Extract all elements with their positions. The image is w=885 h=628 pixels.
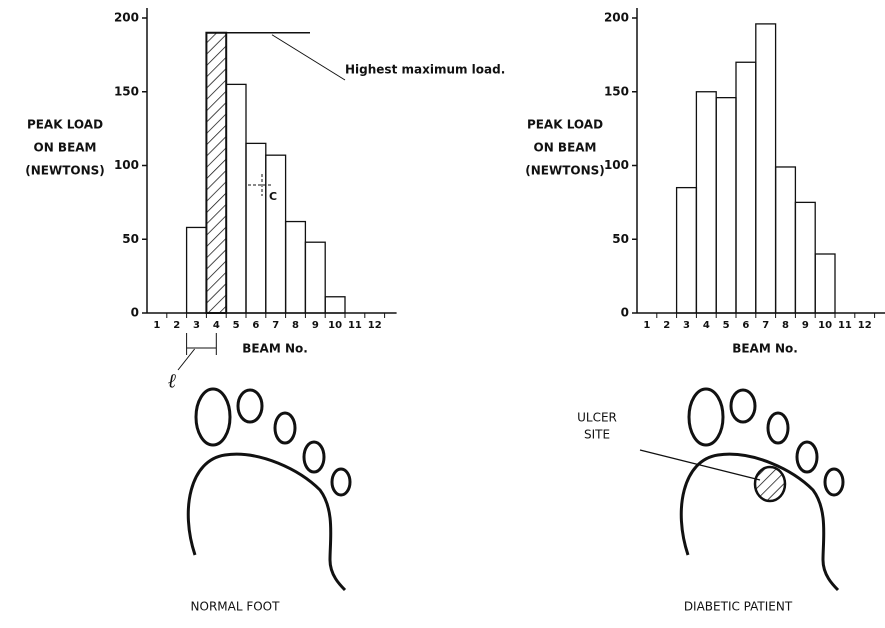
x-tick-label: 7: [762, 320, 769, 331]
x-tick-label: 11: [348, 320, 362, 331]
bar: [675, 186, 698, 314]
y-tick-label: 100: [604, 158, 629, 172]
x-tick-label: 2: [663, 320, 670, 331]
bar: [185, 226, 208, 314]
annotation: SITE: [584, 428, 610, 442]
x-tick-label: 9: [312, 320, 319, 331]
bar: [205, 31, 228, 314]
x-tick-label: 12: [368, 320, 382, 331]
x-tick-label: 6: [252, 320, 259, 331]
annotation: Highest maximum load.: [345, 63, 505, 77]
x-tick-label: 4: [213, 320, 220, 331]
y-tick-label: 150: [604, 84, 629, 98]
x-axis-label: BEAM No.: [732, 342, 798, 356]
bar: [284, 220, 307, 314]
x-tick-label: 1: [643, 320, 650, 331]
y-axis-label: ON BEAM: [534, 141, 597, 155]
y-axis-label: ON BEAM: [34, 141, 97, 155]
y-tick-label: 200: [114, 11, 139, 25]
x-tick-label: 10: [328, 320, 342, 331]
y-axis-label: PEAK LOAD: [27, 118, 103, 132]
x-tick-label: 2: [173, 320, 180, 331]
bar: [324, 296, 346, 314]
x-tick-label: 5: [233, 320, 240, 331]
bar: [735, 61, 757, 314]
bar: [695, 91, 717, 314]
bar: [755, 23, 777, 314]
y-axis-label: (NEWTONS): [25, 164, 105, 178]
y-tick-label: 200: [604, 11, 629, 25]
caption: NORMAL FOOT: [191, 600, 281, 614]
normal-foot-drawing: [186, 387, 352, 592]
bar: [265, 154, 287, 314]
bar: [245, 142, 267, 314]
y-tick-label: 50: [612, 232, 629, 246]
x-tick-label: 6: [742, 320, 749, 331]
y-tick-label: 50: [122, 232, 139, 246]
leader: [271, 34, 346, 81]
x-tick-label: 8: [782, 320, 789, 331]
caption: DIABETIC PATIENT: [684, 600, 793, 614]
bar: [715, 97, 737, 314]
y-tick-label: 150: [114, 84, 139, 98]
x-axis-label: BEAM No.: [242, 342, 308, 356]
y-tick-label: 100: [114, 158, 139, 172]
y-tick-label: 0: [131, 306, 139, 320]
annotation: ℓ: [168, 369, 177, 393]
x-tick-label: 11: [838, 320, 852, 331]
x-tick-label: 9: [802, 320, 809, 331]
x-tick-label: 7: [272, 320, 279, 331]
x-tick-label: 12: [858, 320, 872, 331]
x-tick-label: 4: [703, 320, 710, 331]
dim: [177, 348, 195, 371]
x-tick-label: 3: [683, 320, 690, 331]
ulcer: [753, 465, 787, 503]
x-tick-label: 3: [193, 320, 200, 331]
x-tick-label: 10: [818, 320, 832, 331]
x-tick-label: 1: [153, 320, 160, 331]
y-tick-label: 0: [621, 306, 629, 320]
diabetic-foot-drawing: [639, 387, 845, 592]
bar: [774, 166, 797, 314]
x-tick-label: 8: [292, 320, 299, 331]
y-axis-label: (NEWTONS): [525, 164, 605, 178]
x-tick-label: 5: [723, 320, 730, 331]
bar: [794, 201, 816, 314]
annotation: ULCER: [577, 411, 617, 425]
y-axis-label: PEAK LOAD: [527, 118, 603, 132]
annotation: C: [269, 190, 277, 203]
bar: [814, 253, 836, 314]
bar: [225, 83, 247, 314]
bar: [304, 241, 326, 314]
